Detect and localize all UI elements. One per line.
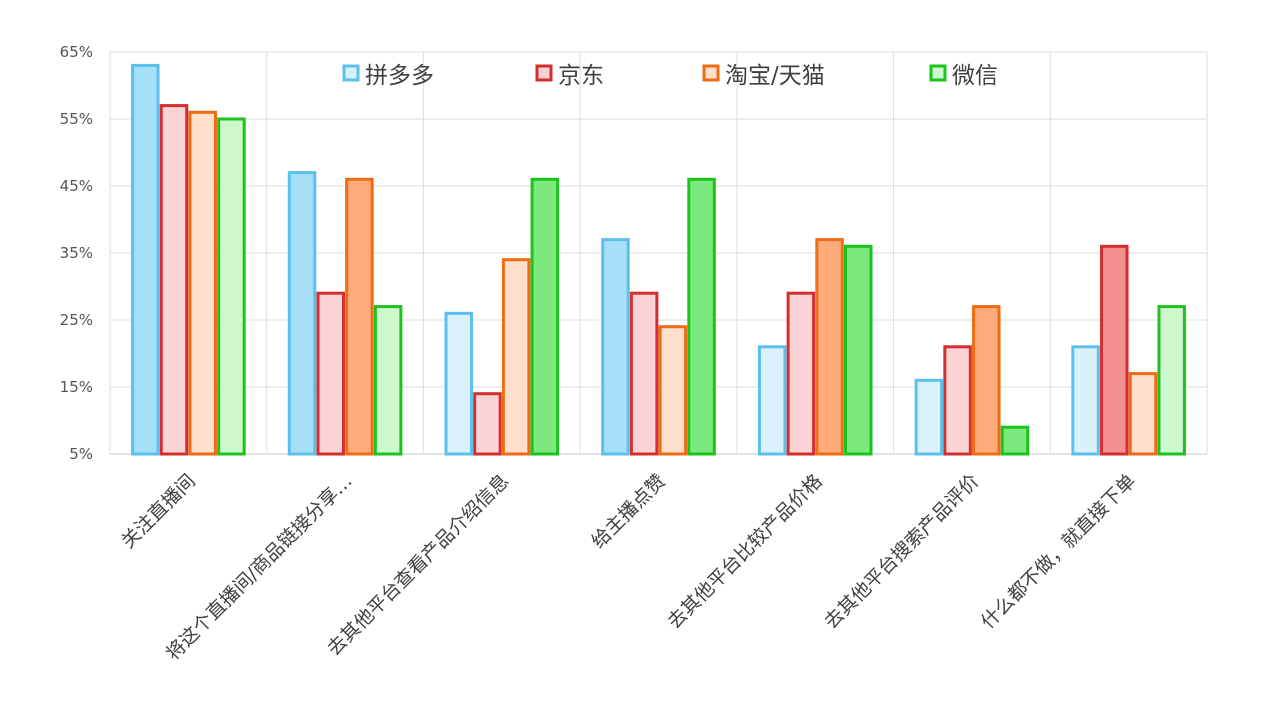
bars [131, 63, 1186, 456]
bar-0-1 [287, 171, 317, 456]
y-tick-label: 25% [60, 311, 93, 329]
x-category-label: 去其他平台比较产品价格 [663, 470, 826, 633]
bar-3-3 [687, 177, 716, 456]
bar-2-2 [501, 258, 531, 456]
x-category-label: 关注直播间 [117, 470, 200, 553]
legend-label: 京东 [558, 63, 604, 89]
bar-1-0 [159, 104, 189, 456]
x-category-label: 什么都不做，就直接下单 [977, 470, 1140, 633]
y-tick-label: 5% [69, 445, 93, 463]
bar-3-1 [373, 305, 403, 456]
bar-1-1 [316, 291, 345, 456]
bar-1-4 [786, 291, 816, 456]
bar-2-6 [1128, 372, 1158, 456]
legend-label: 拼多多 [365, 63, 434, 89]
legend-label: 微信 [952, 63, 998, 89]
x-category-label: 将这个直播间/商品链接分享… [162, 470, 357, 665]
legend-swatch [929, 64, 947, 82]
legend: 拼多多 京东 淘宝/天猫 微信 [342, 63, 998, 89]
bar-1-2 [473, 392, 502, 456]
y-tick-label: 55% [60, 110, 93, 128]
bar-3-5 [1000, 425, 1030, 456]
legend-label: 淘宝/天猫 [725, 63, 825, 89]
bar-3-2 [530, 177, 560, 456]
bar-3-4 [844, 244, 873, 456]
y-tick-label: 35% [60, 244, 93, 262]
bar-2-5 [972, 305, 1001, 456]
x-category-label: 给主播点赞 [587, 470, 670, 553]
bar-0-0 [131, 63, 160, 456]
legend-swatch [702, 64, 720, 82]
bar-0-6 [1071, 345, 1100, 456]
bar-0-4 [757, 345, 787, 456]
bar-1-6 [1100, 244, 1129, 456]
y-tick-label: 15% [60, 378, 93, 396]
bar-0-5 [914, 378, 944, 456]
legend-swatch [342, 64, 360, 82]
y-tick-label: 65% [60, 43, 93, 61]
bar-2-4 [815, 238, 844, 456]
bar-3-0 [217, 117, 246, 456]
x-category-label: 去其他平台搜索产品评价 [820, 470, 983, 633]
bar-3-6 [1157, 305, 1186, 456]
y-tick-label: 45% [60, 177, 93, 195]
bar-1-3 [629, 291, 659, 456]
bar-0-2 [444, 311, 473, 456]
bar-2-3 [658, 325, 688, 456]
legend-swatch [535, 64, 553, 82]
bar-1-5 [943, 345, 972, 456]
bar-0-3 [601, 238, 630, 456]
gridlines [109, 51, 1208, 455]
bar-2-0 [188, 110, 217, 456]
bar-2-1 [345, 177, 374, 456]
y-axis-tick-labels: 5% 15% 25% 35% 45% 55% 65% [60, 43, 93, 463]
x-category-label: 去其他平台查看产品介绍信息 [323, 470, 513, 660]
